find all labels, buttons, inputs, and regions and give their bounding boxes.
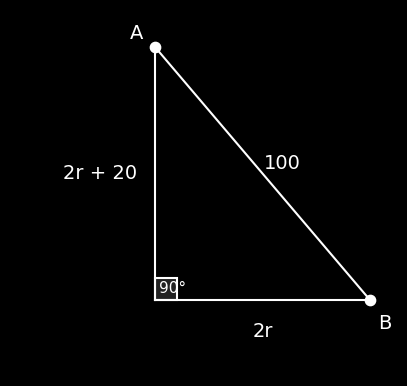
Text: 90°: 90° (159, 281, 186, 296)
Bar (155, 278, 177, 300)
Text: A: A (129, 24, 143, 43)
Text: 2r + 20: 2r + 20 (63, 164, 137, 183)
Point (152, 44, 158, 50)
Point (367, 297, 373, 303)
Text: B: B (378, 314, 392, 333)
Text: 2r: 2r (252, 322, 273, 341)
Text: 100: 100 (264, 154, 301, 173)
